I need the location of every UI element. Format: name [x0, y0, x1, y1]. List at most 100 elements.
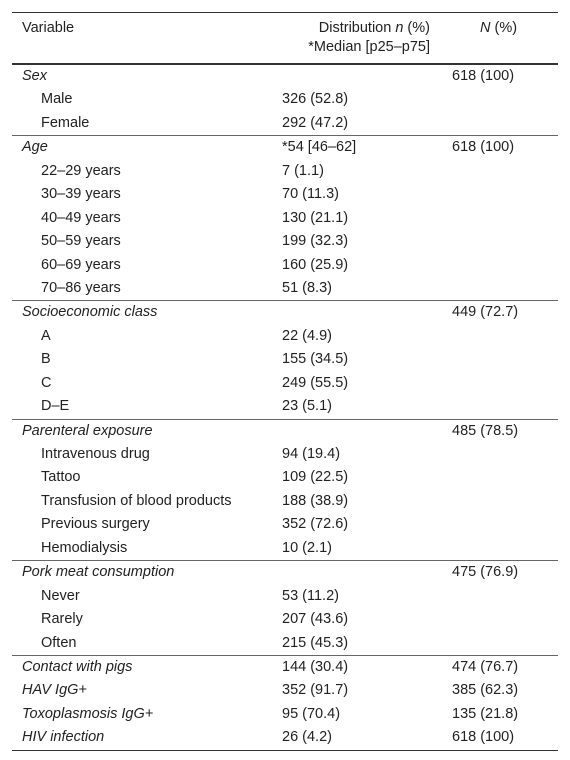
table-row: Tattoo 109 (22.5) [12, 466, 558, 489]
header-text: Distribution [318, 20, 396, 36]
table-row: Previous surgery 352 (72.6) [12, 513, 558, 536]
table-row: Pork meat consumption 475 (76.9) [12, 560, 558, 584]
row-label: Never [41, 587, 80, 604]
table-row: 30–39 years 70 (11.3) [12, 183, 558, 206]
row-label: Tattoo [41, 469, 81, 486]
table-row: Age *54 [46–62] 618 (100) [12, 135, 558, 159]
distribution-cell: 10 (2.1) [282, 539, 332, 556]
table-row: Contact with pigs 144 (30.4) 474 (76.7) [12, 654, 558, 679]
distribution-cell: 130 (21.1) [282, 209, 349, 226]
total-cell: 385 (62.3) [452, 682, 519, 699]
table-row: HIV infection 26 (4.2) 618 (100) [12, 726, 558, 749]
table-row: Intravenous drug 94 (19.4) [12, 443, 558, 466]
table-row: Hemodialysis 10 (2.1) [12, 537, 558, 560]
total-cell: 618 (100) [452, 68, 515, 84]
row-label: A [41, 327, 51, 344]
table-row: D–E 23 (5.1) [12, 395, 558, 418]
row-label: 70–86 years [41, 279, 121, 296]
row-label: Transfusion of blood products [41, 492, 232, 509]
row-label: Socioeconomic class [22, 304, 158, 321]
header-total: N (%) [480, 19, 517, 38]
total-cell: 618 (100) [452, 139, 515, 156]
row-label: HIV infection [22, 729, 105, 746]
row-label: 60–69 years [41, 256, 121, 273]
table-row: C 249 (55.5) [12, 372, 558, 395]
row-label: Sex [22, 68, 47, 84]
row-label: 40–49 years [41, 209, 121, 226]
header-text: *Median [p25–p75] [308, 39, 430, 55]
table-row: 22–29 years 7 (1.1) [12, 160, 558, 183]
distribution-cell: 70 (11.3) [282, 186, 339, 203]
distribution-cell: 155 (34.5) [282, 351, 349, 368]
row-label: B [41, 351, 51, 368]
distribution-cell: 109 (22.5) [282, 469, 349, 486]
table-row: Toxoplasmosis IgG+ 95 (70.4) 135 (21.8) [12, 703, 558, 726]
total-cell: 135 (21.8) [452, 705, 519, 722]
table-row: 50–59 years 199 (32.3) [12, 230, 558, 253]
row-label: 50–59 years [41, 233, 121, 250]
table-row: 60–69 years 160 (25.9) [12, 254, 558, 277]
header-distribution: Distribution n (%) *Median [p25–p75] [308, 19, 430, 57]
table-row: Never 53 (11.2) [12, 585, 558, 608]
table-header: Variable Distribution n (%) *Median [p25… [12, 13, 558, 65]
row-label: Hemodialysis [41, 539, 128, 556]
row-label: C [41, 374, 52, 391]
row-label: Toxoplasmosis IgG+ [22, 705, 154, 722]
header-text: (%) [403, 20, 430, 36]
distribution-cell: 53 (11.2) [282, 587, 339, 604]
header-text: n [395, 20, 404, 36]
table-row: Transfusion of blood products 188 (38.9) [12, 490, 558, 513]
row-label: Contact with pigs [22, 658, 133, 675]
table-row: Often 215 (45.3) [12, 632, 558, 655]
table-row: Parenteral exposure 485 (78.5) [12, 418, 558, 443]
distribution-cell: 292 (47.2) [282, 114, 349, 131]
distribution-cell: 352 (72.6) [282, 516, 349, 533]
total-cell: 618 (100) [452, 729, 515, 746]
table-row: Male 326 (52.8) [12, 88, 558, 111]
header-text: (%) [490, 20, 518, 36]
distribution-cell: 199 (32.3) [282, 233, 349, 250]
row-label: 22–29 years [41, 162, 121, 179]
distribution-cell: 207 (43.6) [282, 611, 349, 628]
total-cell: 485 (78.5) [452, 422, 519, 439]
table-row: Sex 618 (100) [12, 65, 558, 88]
distribution-cell: 95 (70.4) [282, 705, 341, 722]
table-row: HAV IgG+ 352 (91.7) 385 (62.3) [12, 679, 558, 702]
distribution-cell: 249 (55.5) [282, 374, 349, 391]
distribution-cell: *54 [46–62] [282, 139, 357, 156]
distribution-cell: 7 (1.1) [282, 162, 324, 179]
table-body: Sex 618 (100) Male 326 (52.8) Female 292 (47.… [12, 65, 558, 750]
row-label: Previous surgery [41, 516, 150, 533]
row-label: 30–39 years [41, 186, 121, 203]
table-row: 40–49 years 130 (21.1) [12, 207, 558, 230]
distribution-cell: 51 (8.3) [282, 279, 332, 296]
row-label: Intravenous drug [41, 446, 150, 462]
table-row: Socioeconomic class 449 (72.7) [12, 300, 558, 324]
table-row: Female 292 (47.2) [12, 112, 558, 135]
table-row: Rarely 207 (43.6) [12, 608, 558, 631]
row-label: D–E [41, 398, 70, 415]
table-row: B 155 (34.5) [12, 348, 558, 371]
table-row: A 22 (4.9) [12, 325, 558, 348]
row-label: Rarely [41, 611, 83, 628]
distribution-cell: 326 (52.8) [282, 91, 349, 108]
row-label: Pork meat consumption [22, 564, 175, 581]
header-variable: Variable [22, 20, 75, 36]
row-label: Age [22, 139, 48, 156]
table-row: 70–86 years 51 (8.3) [12, 277, 558, 300]
distribution-cell: 188 (38.9) [282, 492, 349, 509]
total-cell: 449 (72.7) [452, 304, 519, 321]
header-text: N [480, 20, 491, 36]
row-label: Often [41, 634, 77, 651]
row-label: Male [41, 91, 73, 108]
row-label: HAV IgG+ [22, 682, 87, 699]
row-label: Female [41, 114, 90, 131]
table: Variable Distribution n (%) *Median [p25… [12, 12, 558, 751]
distribution-cell: 22 (4.9) [282, 327, 332, 344]
distribution-cell: 144 (30.4) [282, 658, 349, 675]
distribution-cell: 352 (91.7) [282, 682, 349, 699]
distribution-cell: 23 (5.1) [282, 398, 332, 415]
distribution-cell: 26 (4.2) [282, 729, 332, 746]
distribution-cell: 160 (25.9) [282, 256, 349, 273]
total-cell: 475 (76.9) [452, 564, 519, 581]
